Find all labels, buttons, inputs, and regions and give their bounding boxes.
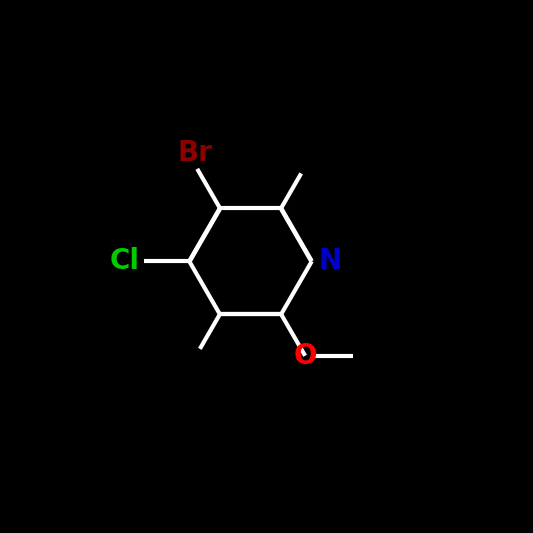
Text: N: N	[318, 247, 341, 275]
Text: Br: Br	[177, 139, 212, 167]
Text: Cl: Cl	[110, 247, 140, 275]
Text: O: O	[293, 342, 317, 370]
